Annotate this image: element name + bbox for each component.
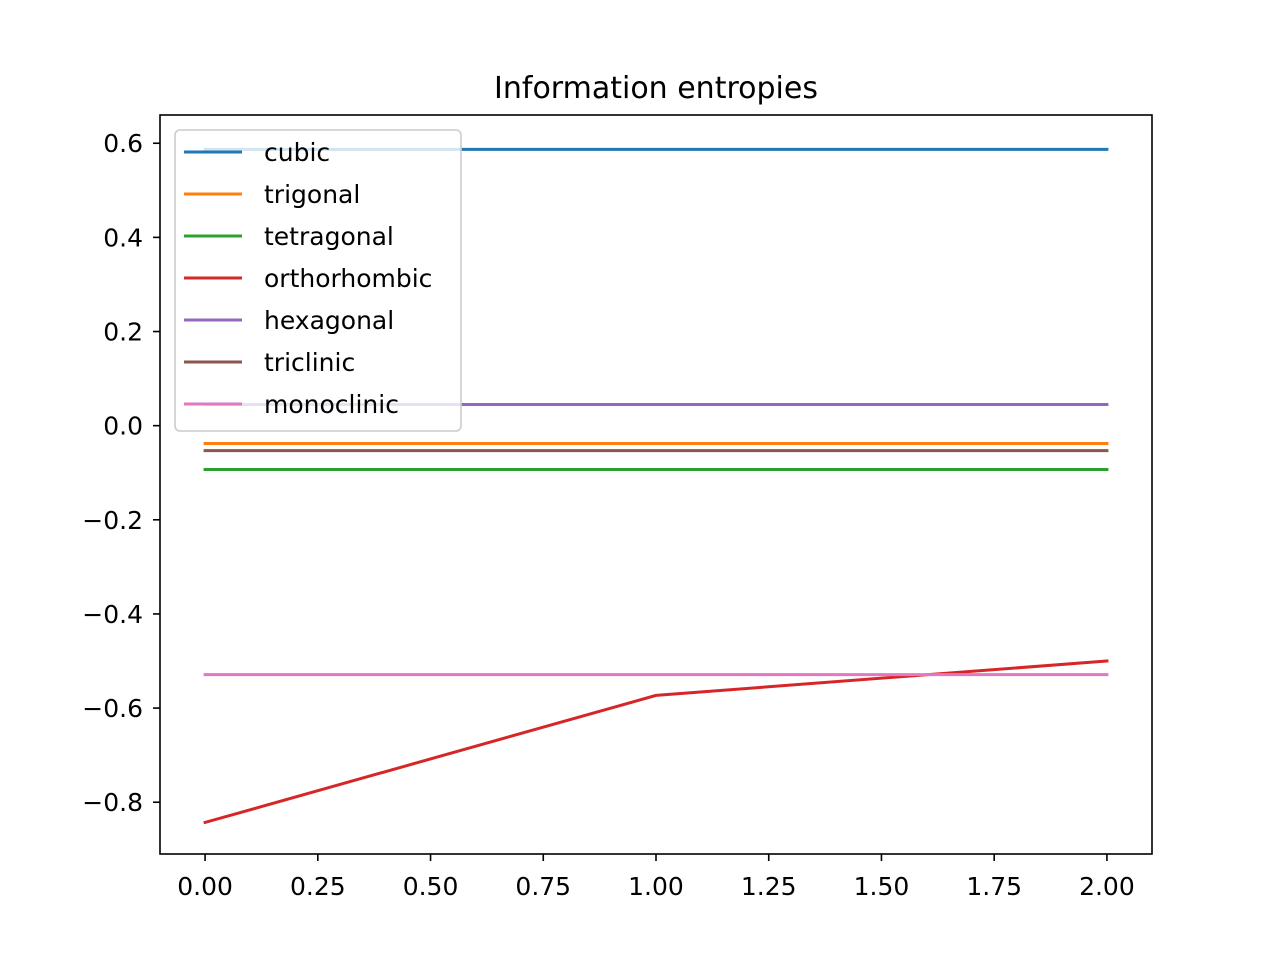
legend-label-orthorhombic: orthorhombic xyxy=(264,264,432,293)
x-tick-label: 1.75 xyxy=(966,872,1022,901)
x-axis: 0.00 0.25 0.50 0.75 1.00 1.25 1.50 1.75 2.00 xyxy=(177,854,1135,901)
x-tick-label: 0.00 xyxy=(177,872,233,901)
legend-label-tetragonal: tetragonal xyxy=(264,222,394,251)
y-tick-label: 0.6 xyxy=(103,129,143,158)
series-line-orthorhombic xyxy=(203,659,1109,825)
x-tick-label: 2.00 xyxy=(1079,872,1135,901)
y-tick-label: −0.4 xyxy=(82,600,143,629)
legend-label-hexagonal: hexagonal xyxy=(264,306,394,335)
legend-label-triclinic: triclinic xyxy=(264,348,355,377)
y-tick-label: −0.8 xyxy=(82,788,143,817)
y-tick-label: 0.4 xyxy=(103,223,143,252)
legend-label-monoclinic: monoclinic xyxy=(264,390,399,419)
legend-box xyxy=(174,129,462,432)
x-tick-label: 1.25 xyxy=(741,872,797,901)
x-tick-label: 1.00 xyxy=(628,872,684,901)
legend-label-trigonal: trigonal xyxy=(264,180,360,209)
y-tick-label: 0.2 xyxy=(103,318,143,347)
y-axis: 0.6 0.4 0.2 0.0 −0.2 −0.4 −0.6 −0.8 xyxy=(82,129,160,817)
x-tick-label: 0.50 xyxy=(403,872,459,901)
y-tick-label: −0.6 xyxy=(82,694,143,723)
y-tick-label: 0.0 xyxy=(103,412,143,441)
x-tick-label: 0.25 xyxy=(290,872,346,901)
legend: cubic trigonal tetragonal orthorhombic hexag… xyxy=(174,129,462,432)
y-tick-label: −0.2 xyxy=(82,506,143,535)
x-tick-label: 1.50 xyxy=(854,872,910,901)
chart-title: Information entropies xyxy=(494,71,818,106)
legend-label-cubic: cubic xyxy=(264,138,330,167)
x-tick-label: 0.75 xyxy=(515,872,571,901)
